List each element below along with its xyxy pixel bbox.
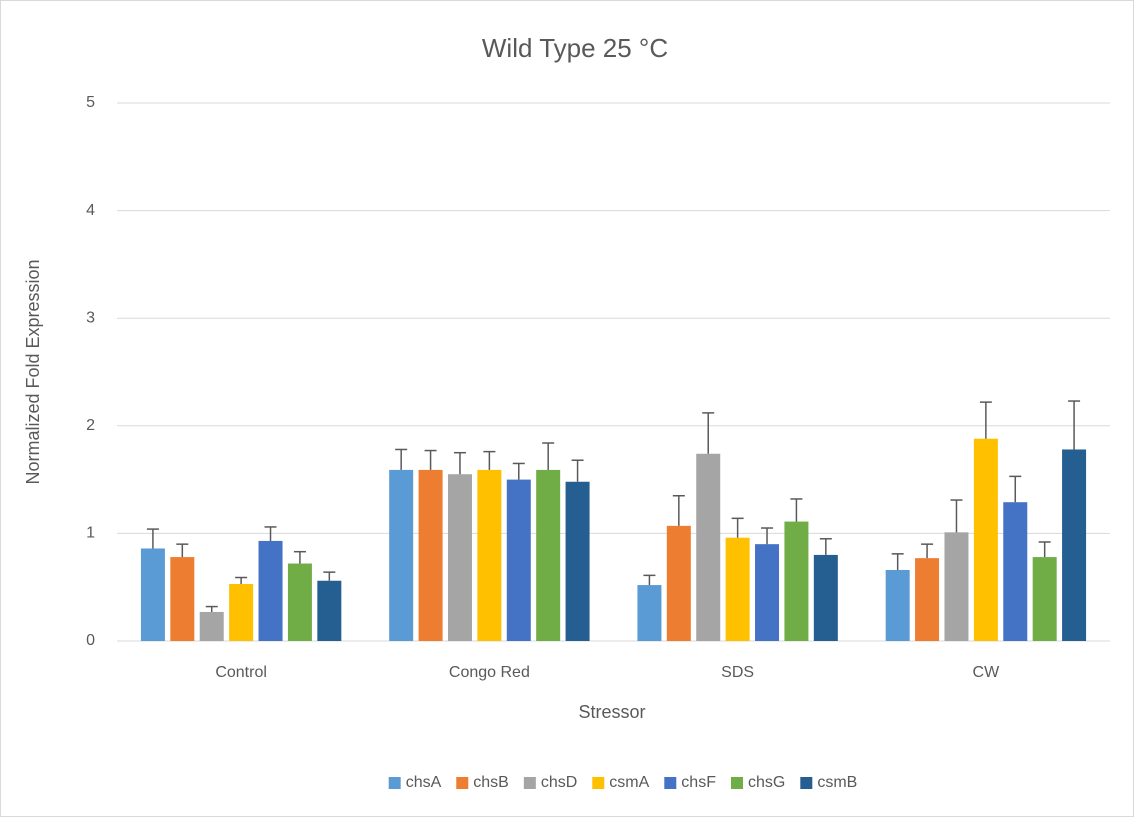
bar [565,481,590,641]
legend-swatch [730,777,743,789]
legend-label: csmB [817,774,857,791]
bar [637,585,662,641]
bar [389,469,414,641]
bar [1062,449,1087,641]
bar [287,563,312,641]
bar [1003,502,1028,641]
legend-swatch [800,777,813,789]
bar [418,469,443,641]
legend-label: chsA [406,774,442,791]
y-axis-title: Normalized Fold Expression [23,259,43,484]
x-tick-label: CW [973,664,1001,681]
legend-label: chsD [541,774,577,791]
legend-label: chsF [681,774,716,791]
legend-label: csmA [609,774,649,791]
bar [755,544,780,641]
y-tick-label: 1 [86,525,95,542]
y-tick-label: 2 [86,417,95,434]
bar [447,474,472,641]
bar [1032,557,1057,641]
bar [725,537,750,641]
bar [813,554,838,641]
bar [696,453,721,641]
bar [666,525,691,641]
x-tick-label: Control [215,664,267,681]
bar [140,548,165,641]
bar [199,611,224,641]
chart-title: Wild Type 25 °C [482,33,668,63]
bar [885,569,910,641]
bar [536,469,561,641]
bar [915,558,940,641]
legend-swatch [523,777,536,789]
bar [317,580,342,641]
bar [506,479,531,641]
x-tick-label: SDS [721,664,754,681]
legend-label: chsG [748,774,785,791]
bar [973,438,998,641]
legend-swatch [388,777,401,789]
legend-swatch [456,777,469,789]
y-tick-label: 3 [86,309,95,326]
x-tick-label: Congo Red [449,664,530,681]
bar [229,583,254,641]
legend-label: chsB [473,774,509,791]
y-tick-label: 5 [86,94,95,111]
bar [258,540,283,641]
bar [784,521,809,641]
y-tick-label: 0 [86,632,95,649]
bar [170,557,195,641]
x-axis-title: Stressor [578,702,645,722]
bar [944,532,969,641]
y-tick-label: 4 [86,202,95,219]
legend-swatch [664,777,677,789]
legend-swatch [592,777,605,789]
bar [477,469,502,641]
